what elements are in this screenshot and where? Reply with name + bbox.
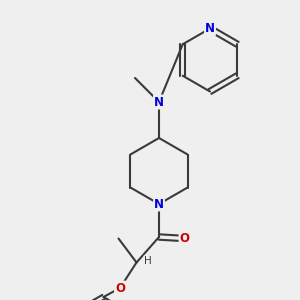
Text: O: O bbox=[115, 281, 125, 295]
Text: N: N bbox=[154, 197, 164, 211]
Text: N: N bbox=[205, 22, 215, 35]
Text: H: H bbox=[144, 256, 152, 266]
Text: O: O bbox=[179, 232, 190, 245]
Text: N: N bbox=[154, 95, 164, 109]
